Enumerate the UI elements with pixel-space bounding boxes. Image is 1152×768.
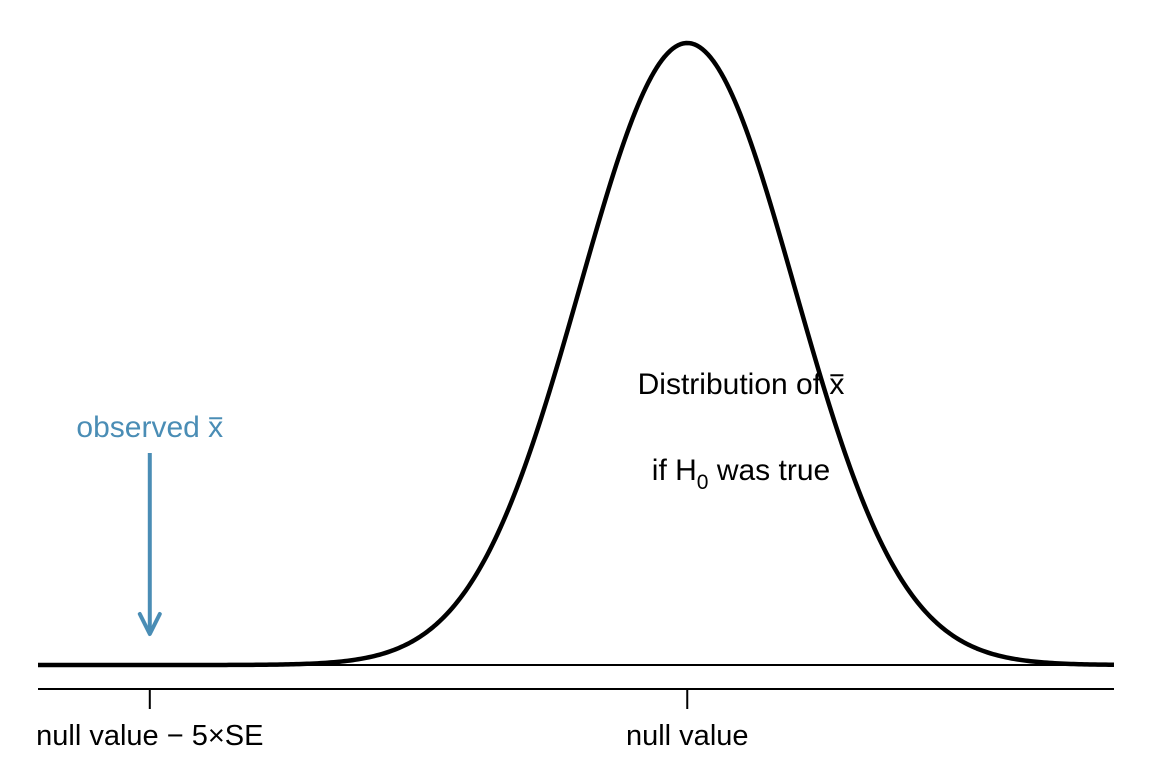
x-tick-label: null value − 5×SE xyxy=(36,720,263,752)
distribution-label-prefix: Distribution of xyxy=(638,368,830,401)
xbar-symbol: x xyxy=(829,368,844,401)
observed-label: observed x xyxy=(76,411,223,444)
x-tick-label: null value xyxy=(626,720,749,752)
distribution-label-line2: if H0 was true xyxy=(652,454,830,494)
observed-arrow-head xyxy=(137,612,162,636)
observed-label-prefix: observed xyxy=(76,411,208,444)
distribution-label-line1: Distribution of x xyxy=(638,368,845,401)
h0-subscript: 0 xyxy=(697,471,709,494)
density-curve xyxy=(38,40,1115,668)
distribution-label-suffix: was true xyxy=(708,454,830,487)
observed-xbar-symbol: x xyxy=(208,411,223,444)
x-axis-ticks: null value − 5×SE null value xyxy=(36,689,749,752)
distribution-label-h-prefix: if H xyxy=(652,454,697,487)
